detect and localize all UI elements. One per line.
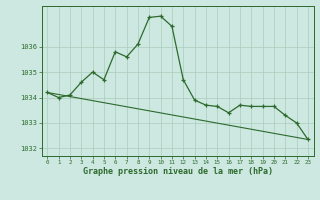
- X-axis label: Graphe pression niveau de la mer (hPa): Graphe pression niveau de la mer (hPa): [83, 167, 273, 176]
